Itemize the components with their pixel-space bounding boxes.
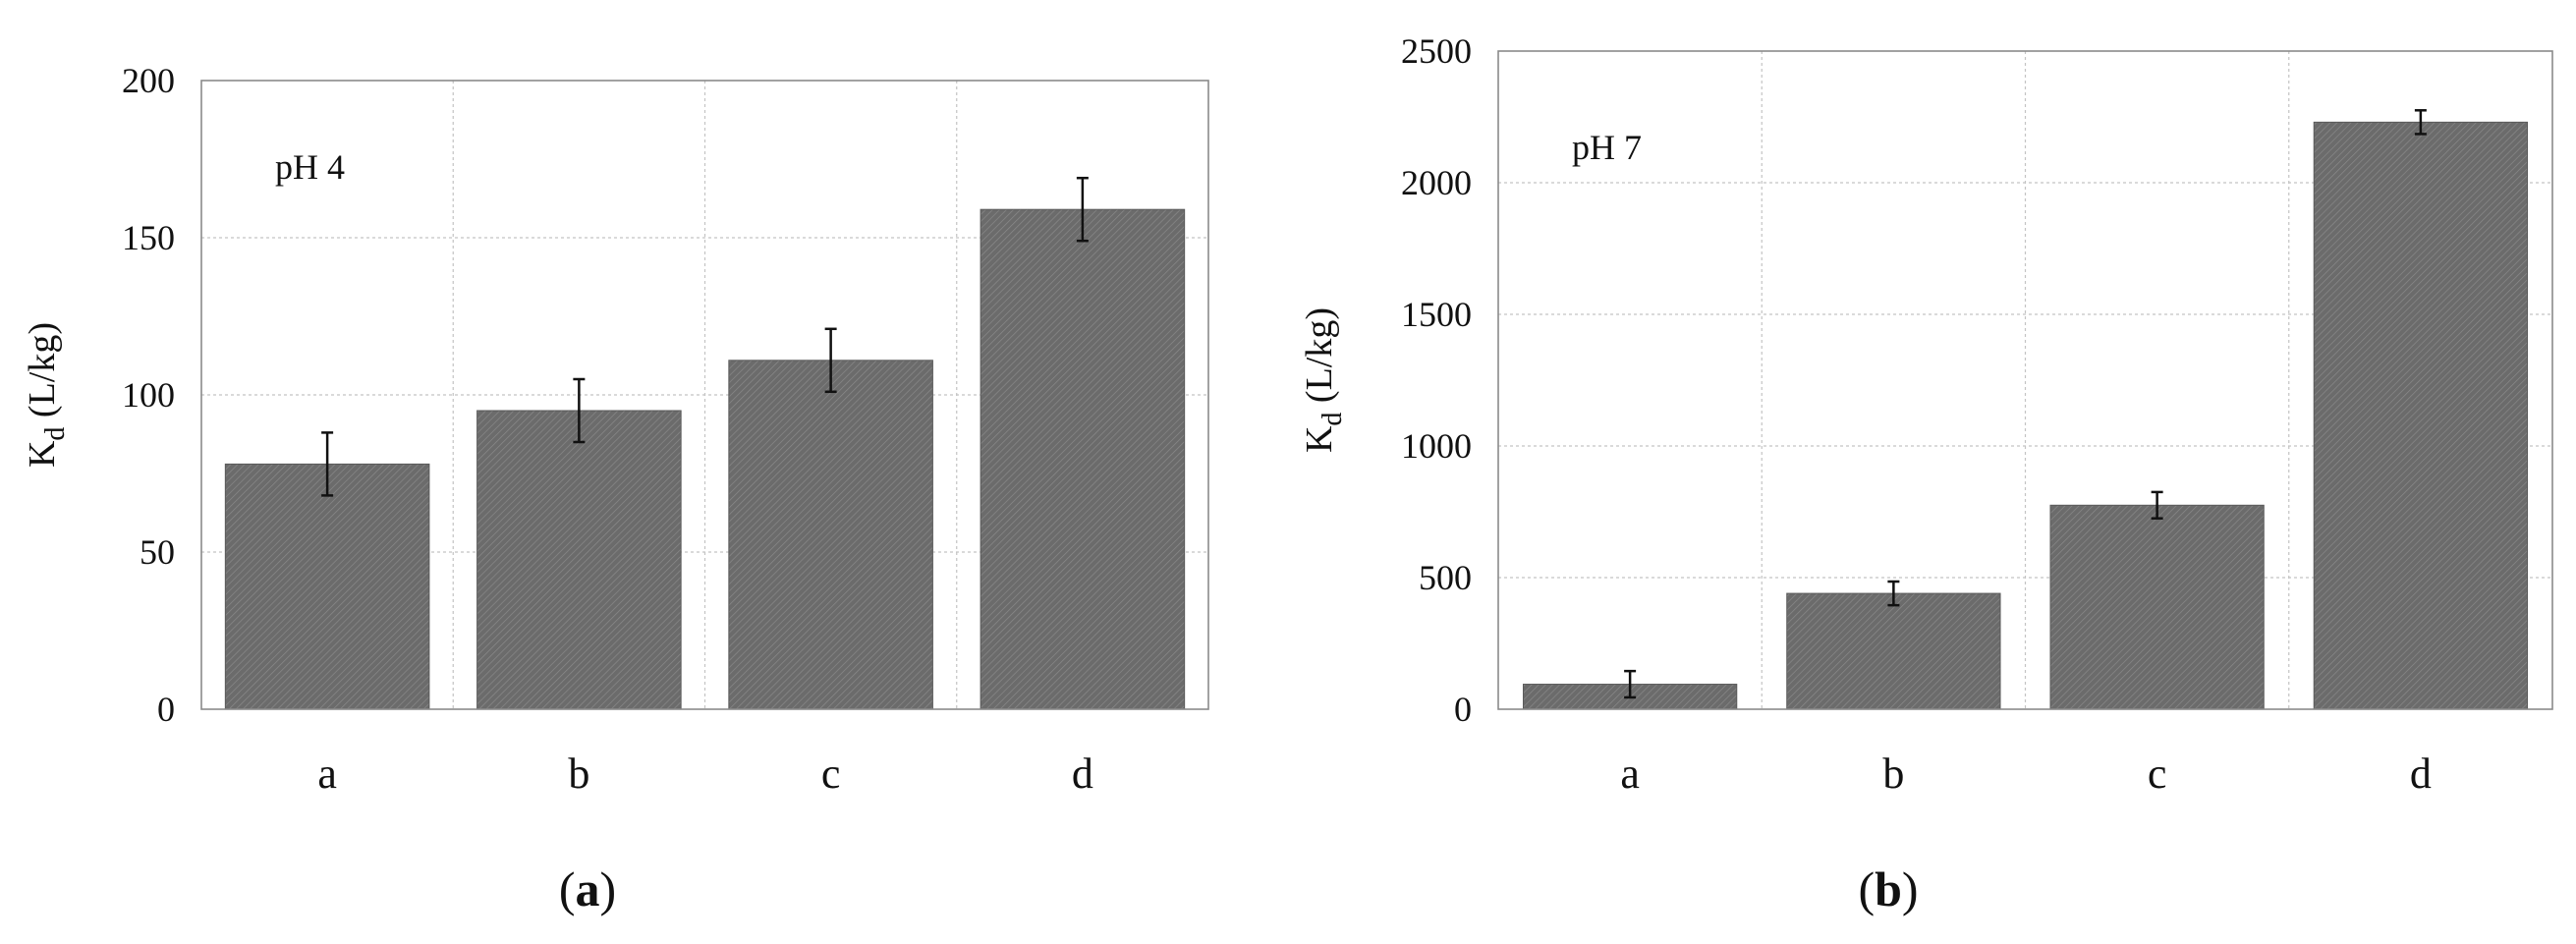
y-tick-label: 100 <box>122 375 175 415</box>
error-bars <box>321 176 1089 497</box>
error-bar-b <box>1887 580 1900 607</box>
x-tick-label: a <box>1620 750 1640 798</box>
y-axis-label: Kd (L/kg) <box>22 322 71 468</box>
y-tick-label: 0 <box>157 690 175 729</box>
panel-label: (a) <box>559 861 616 916</box>
y-axis-label-main: K <box>1299 425 1340 453</box>
x-tick-label: d <box>2410 750 2432 798</box>
x-tick-label: b <box>1882 750 1904 798</box>
chart-panel-a: 0 50 100 150 200 a b c d pH 4 Kd (L/kg) (a) <box>22 61 1209 916</box>
plot-frame <box>200 80 1209 710</box>
bars <box>224 208 1186 710</box>
x-tick-label: b <box>568 750 589 798</box>
error-bars <box>1624 109 2427 699</box>
y-tick-label: 50 <box>140 532 175 572</box>
y-axis-label-unit: (L/kg) <box>22 322 63 427</box>
x-tick-label: c <box>821 750 841 798</box>
y-tick-label: 1000 <box>1401 426 1472 466</box>
bar-d <box>980 208 1186 710</box>
panel-label-letter: b <box>1875 861 1902 916</box>
plot-frame <box>1497 50 2553 710</box>
y-tick-label: 500 <box>1419 558 1472 597</box>
y-tick-label: 2000 <box>1401 163 1472 202</box>
ph-annotation: pH 7 <box>1572 128 1642 167</box>
error-bar-d <box>1076 176 1089 243</box>
error-bar-b <box>573 377 586 444</box>
panel-label-letter: a <box>576 861 600 916</box>
bar-b <box>476 410 682 710</box>
y-tick-label: 1500 <box>1401 295 1472 334</box>
bars <box>1522 121 2529 710</box>
ph-annotation: pH 4 <box>275 147 345 187</box>
error-bar-c <box>2151 490 2163 520</box>
x-tick-labels: a b c d <box>317 750 1093 798</box>
error-bar-d <box>2414 109 2427 136</box>
y-tick-labels: 0 500 1000 1500 2000 2500 <box>1401 31 1472 729</box>
x-tick-label: a <box>317 750 337 798</box>
y-axis-label-subscript: d <box>40 427 71 441</box>
y-axis-label-unit: (L/kg) <box>1299 307 1340 413</box>
y-axis-label-subscript: d <box>1317 413 1348 426</box>
bar-a <box>224 463 430 710</box>
bar-b <box>1786 592 2001 710</box>
chart-panel-b: 0 500 1000 1500 2000 2500 a b c d pH 7 Kd (L/kg)… <box>1299 31 2553 916</box>
x-tick-labels: a b c d <box>1620 750 2432 798</box>
panel-label: (b) <box>1858 861 1918 916</box>
x-tick-label: c <box>2148 750 2167 798</box>
y-tick-label: 0 <box>1454 690 1472 729</box>
y-tick-label: 2500 <box>1401 31 1472 71</box>
error-bar-c <box>824 327 837 394</box>
error-bar-a <box>1624 669 1637 699</box>
y-axis-label: Kd (L/kg) <box>1299 307 1348 453</box>
x-tick-label: d <box>1072 750 1093 798</box>
y-tick-label: 200 <box>122 61 175 100</box>
y-axis-label-main: K <box>22 440 63 468</box>
error-bar-a <box>321 431 334 497</box>
bar-d <box>2313 121 2529 710</box>
y-tick-labels: 0 50 100 150 200 <box>122 61 175 729</box>
bar-c <box>728 360 933 710</box>
bar-c <box>2049 504 2265 710</box>
y-tick-label: 150 <box>122 218 175 257</box>
